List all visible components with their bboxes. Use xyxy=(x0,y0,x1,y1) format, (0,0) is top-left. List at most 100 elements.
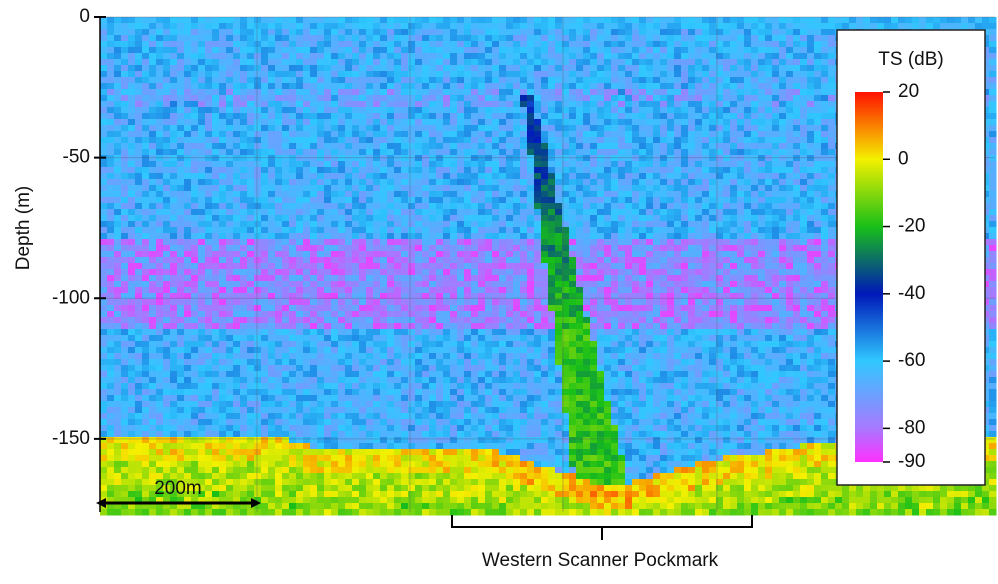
echo-cell xyxy=(184,227,192,234)
echo-cell xyxy=(702,95,710,102)
echo-cell xyxy=(401,227,409,234)
echo-cell xyxy=(317,245,325,252)
echo-cell xyxy=(702,239,710,246)
echo-cell xyxy=(100,191,108,198)
echo-cell xyxy=(527,221,535,228)
echo-cell xyxy=(821,143,829,150)
echo-cell xyxy=(604,239,612,246)
echo-cell xyxy=(394,17,402,24)
echo-cell xyxy=(310,191,318,198)
echo-cell xyxy=(205,233,213,240)
echo-cell xyxy=(989,131,997,138)
echo-cell xyxy=(212,197,220,204)
echo-cell xyxy=(807,143,815,150)
echo-cell xyxy=(821,191,829,198)
echo-cell xyxy=(730,95,738,102)
echo-cell xyxy=(198,221,206,228)
echo-cell xyxy=(723,65,731,72)
echo-cell xyxy=(492,239,500,246)
echo-cell xyxy=(170,125,178,132)
echo-cell xyxy=(681,89,689,96)
echo-cell xyxy=(576,53,584,60)
echo-cell xyxy=(457,149,465,156)
echo-cell xyxy=(135,173,143,180)
echo-cell xyxy=(814,53,822,60)
echo-cell xyxy=(590,23,598,30)
echo-cell xyxy=(156,65,164,72)
echo-cell xyxy=(989,209,997,216)
echo-cell xyxy=(499,143,507,150)
echo-cell xyxy=(765,83,773,90)
echo-cell xyxy=(527,149,535,156)
echo-cell xyxy=(828,125,836,132)
echo-cell xyxy=(625,59,633,66)
echo-cell xyxy=(681,77,689,84)
echo-cell xyxy=(639,215,647,222)
echo-cell xyxy=(233,77,241,84)
echo-cell xyxy=(674,209,682,216)
echo-cell xyxy=(289,113,297,120)
echo-cell xyxy=(338,53,346,60)
echo-cell xyxy=(142,137,150,144)
echo-cell xyxy=(576,71,584,78)
echo-cell xyxy=(793,149,801,156)
echo-cell xyxy=(142,197,150,204)
echo-cell xyxy=(373,53,381,60)
echo-cell xyxy=(821,209,829,216)
echo-cell xyxy=(807,203,815,210)
echo-cell xyxy=(380,47,388,54)
echo-cell xyxy=(485,35,493,42)
echo-cell xyxy=(779,215,787,222)
echo-cell xyxy=(142,29,150,36)
echo-cell xyxy=(527,53,535,60)
echo-cell xyxy=(380,125,388,132)
echo-cell xyxy=(828,131,836,138)
echo-cell xyxy=(240,155,248,162)
echo-cell xyxy=(569,17,577,24)
echo-cell xyxy=(261,53,269,60)
echo-cell xyxy=(541,161,549,168)
echo-cell xyxy=(744,173,752,180)
echo-cell xyxy=(485,221,493,228)
echo-cell xyxy=(842,17,850,24)
echo-cell xyxy=(310,125,318,132)
echo-cell xyxy=(198,77,206,84)
echo-cell xyxy=(723,215,731,222)
echo-cell xyxy=(513,173,521,180)
echo-cell xyxy=(751,215,759,222)
echo-cell xyxy=(744,239,752,246)
echo-cell xyxy=(681,35,689,42)
echo-cell xyxy=(779,233,787,240)
echo-cell xyxy=(667,227,675,234)
echo-cell xyxy=(779,173,787,180)
echo-cell xyxy=(772,59,780,66)
echo-cell xyxy=(555,71,563,78)
echo-cell xyxy=(681,155,689,162)
echo-cell xyxy=(191,155,199,162)
echo-cell xyxy=(359,185,367,192)
echo-cell xyxy=(681,239,689,246)
echo-cell xyxy=(688,131,696,138)
echo-cell xyxy=(198,53,206,60)
echo-cell xyxy=(702,233,710,240)
echo-cell xyxy=(268,53,276,60)
echo-cell xyxy=(604,137,612,144)
echo-cell xyxy=(107,197,115,204)
echo-cell xyxy=(331,95,339,102)
echo-cell xyxy=(163,239,171,246)
echo-cell xyxy=(667,47,675,54)
echo-cell xyxy=(730,179,738,186)
echo-cell xyxy=(359,113,367,120)
echo-cell xyxy=(471,143,479,150)
echo-cell xyxy=(212,29,220,36)
echo-cell xyxy=(779,185,787,192)
echo-cell xyxy=(247,35,255,42)
echo-cell xyxy=(163,29,171,36)
echo-cell xyxy=(135,137,143,144)
echo-cell xyxy=(191,143,199,150)
echo-cell xyxy=(485,173,493,180)
echo-cell xyxy=(730,125,738,132)
echo-cell xyxy=(212,233,220,240)
echo-cell xyxy=(373,35,381,42)
echo-cell xyxy=(828,101,836,108)
